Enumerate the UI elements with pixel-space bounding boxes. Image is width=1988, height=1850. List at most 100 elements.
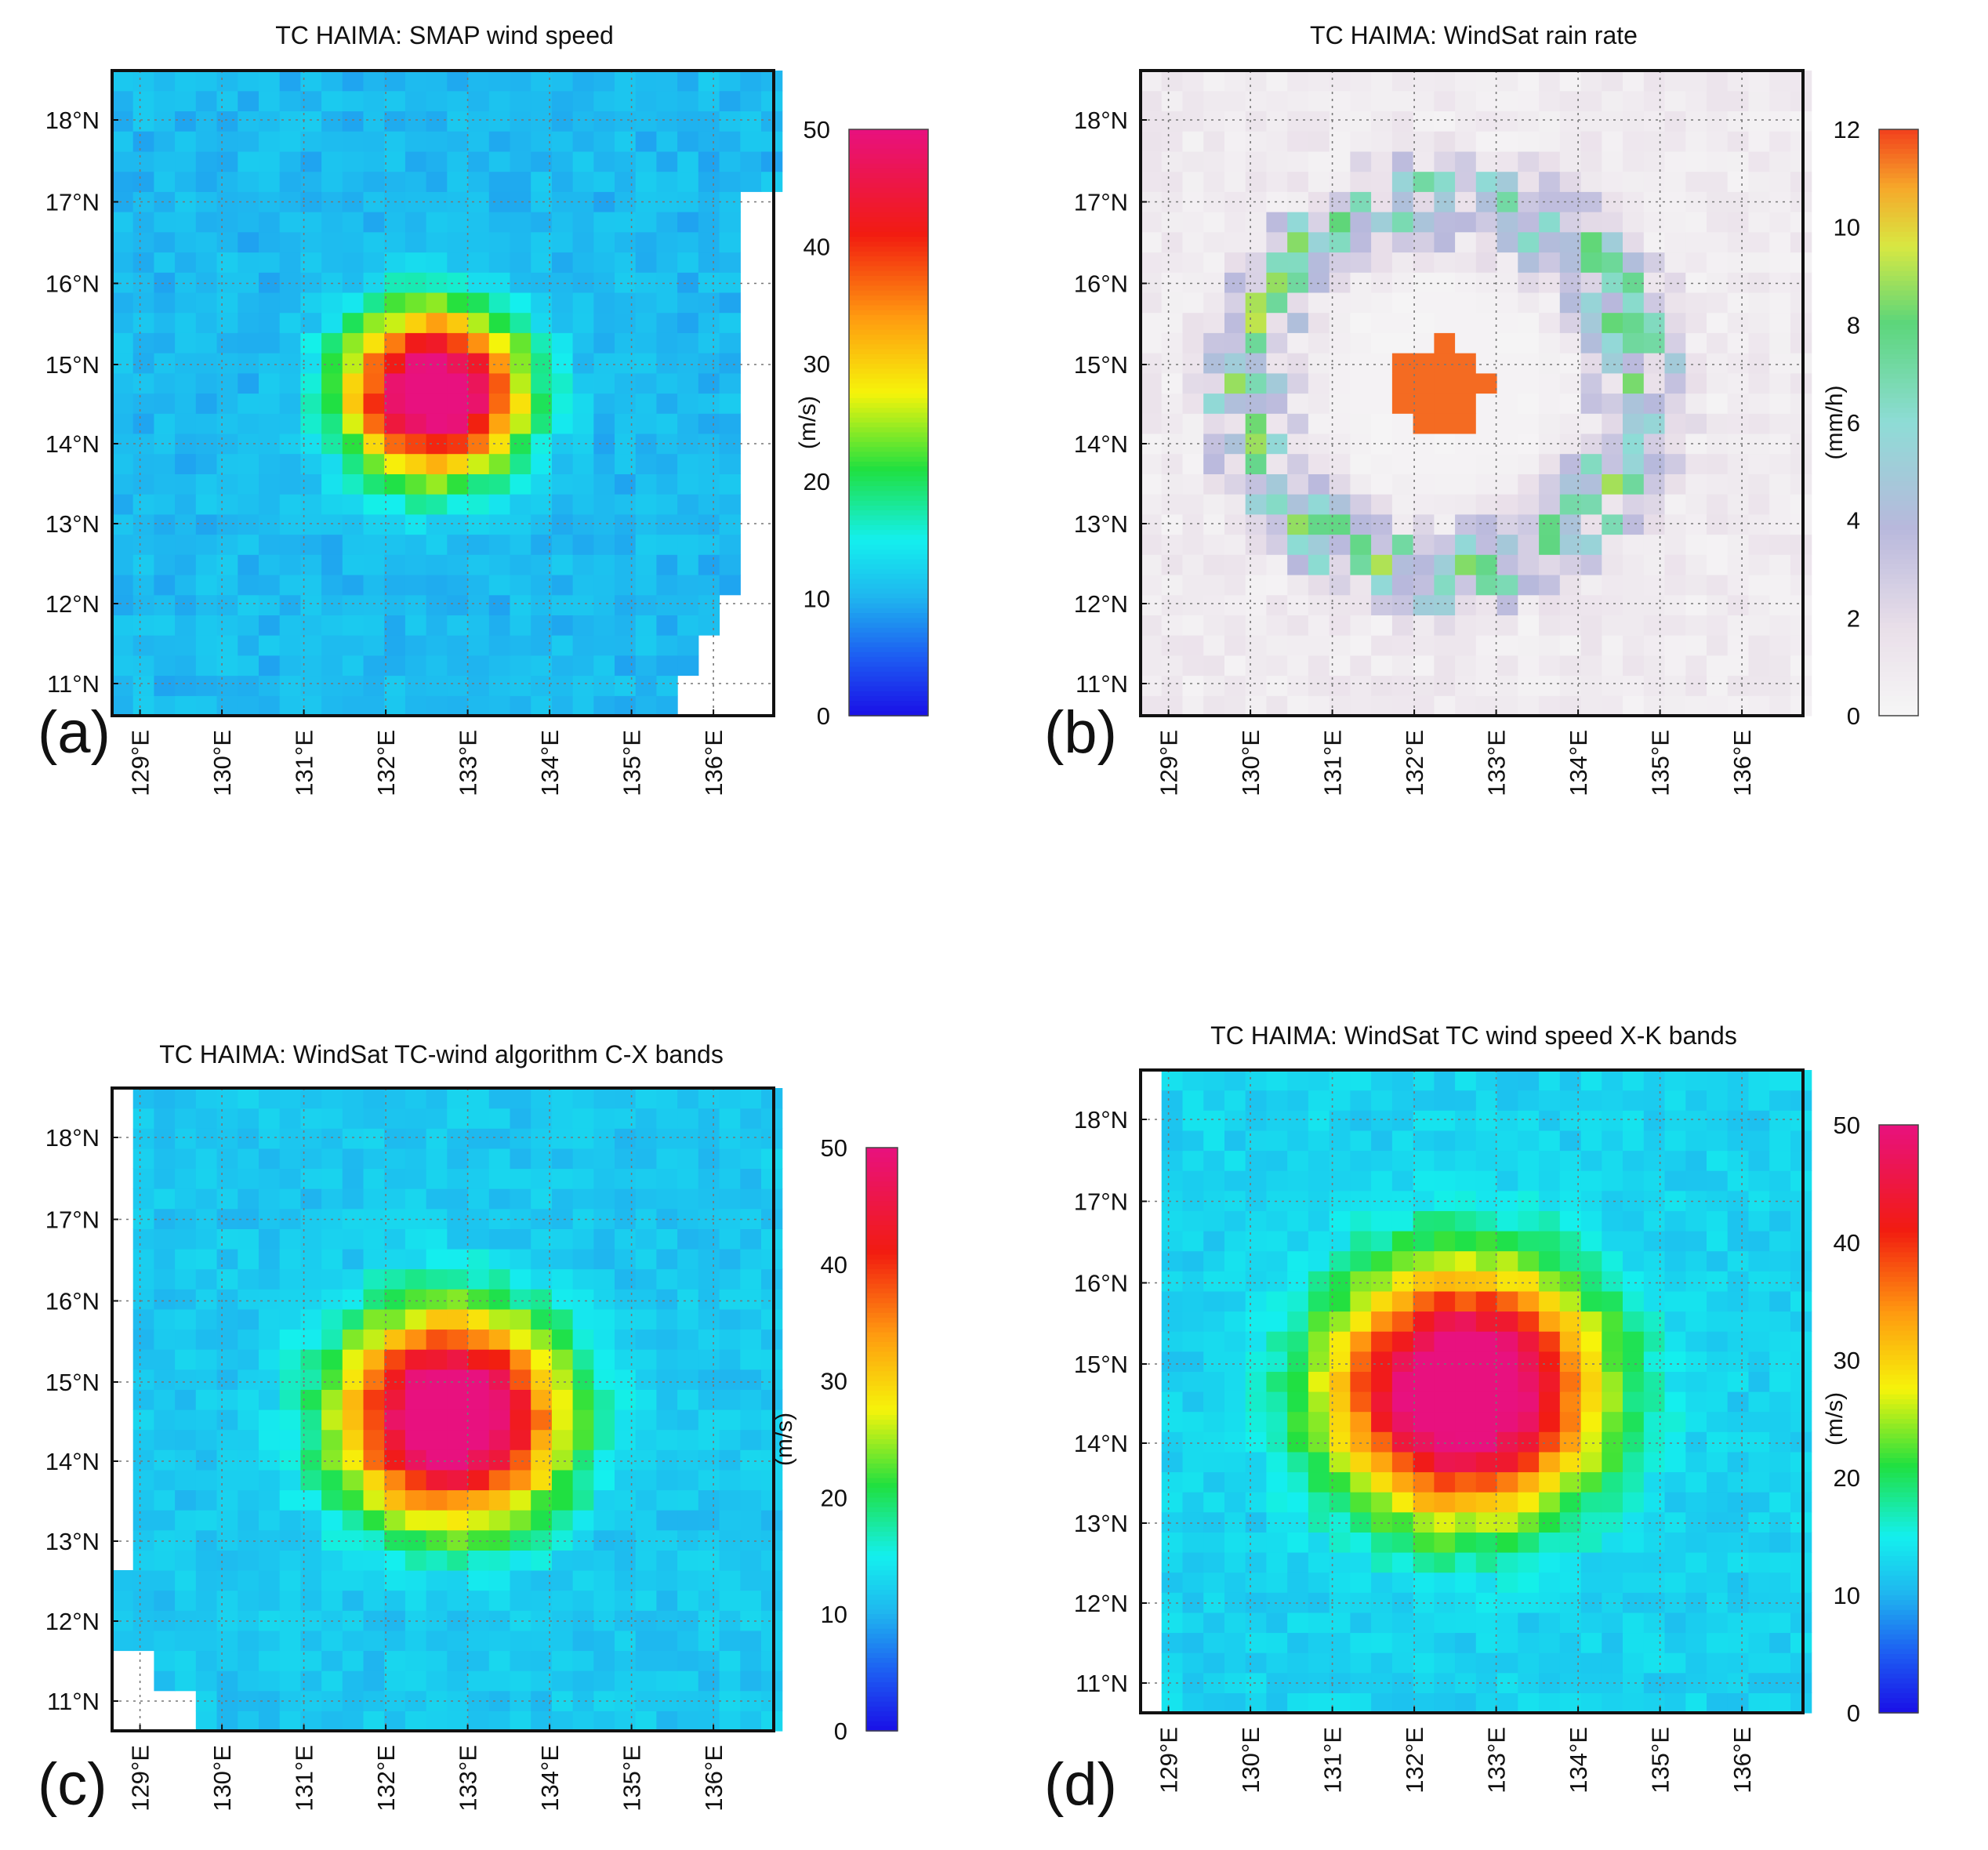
heatmap-cell xyxy=(698,594,720,615)
heatmap-cell xyxy=(1602,1431,1623,1453)
heatmap-cell xyxy=(1287,1692,1309,1714)
heatmap-cell xyxy=(510,1429,531,1450)
heatmap-cell xyxy=(1434,372,1456,394)
heatmap-cell xyxy=(740,1570,762,1591)
heatmap-cell xyxy=(1308,473,1330,495)
x-tick-label: 131°E xyxy=(1319,1727,1347,1794)
colorbar-segment xyxy=(1879,1634,1918,1641)
heatmap-cell xyxy=(1496,675,1518,696)
colorbar-segment xyxy=(1879,1193,1918,1199)
heatmap-cell xyxy=(1623,90,1645,111)
heatmap-cell xyxy=(1518,675,1540,696)
heatmap-cell xyxy=(1518,1532,1540,1553)
heatmap-cell xyxy=(1161,1371,1183,1392)
colorbar-segment xyxy=(1879,1492,1918,1498)
heatmap-cell xyxy=(1350,534,1372,555)
colorbar-segment xyxy=(866,1696,898,1703)
heatmap-cell xyxy=(1203,71,1225,92)
heatmap-cell xyxy=(635,494,657,515)
heatmap-cell xyxy=(1707,1592,1729,1613)
heatmap-cell xyxy=(132,1268,154,1290)
heatmap-cell xyxy=(1559,1150,1582,1171)
colorbar-segment xyxy=(1879,339,1918,346)
colorbar-segment xyxy=(866,1565,898,1572)
heatmap-cell xyxy=(551,534,574,555)
heatmap-cell xyxy=(1769,292,1791,314)
heatmap-cell xyxy=(656,413,678,434)
heatmap-cell xyxy=(1623,453,1645,474)
heatmap-cell xyxy=(195,332,218,354)
heatmap-cell xyxy=(1413,393,1435,414)
heatmap-cell xyxy=(1727,1391,1749,1413)
heatmap-cell xyxy=(761,1510,783,1531)
colorbar-segment xyxy=(1879,510,1918,517)
heatmap-cell xyxy=(1391,292,1414,314)
heatmap-cell xyxy=(1539,695,1561,716)
heatmap-cell xyxy=(1182,1471,1204,1493)
y-tick-label: 15°N xyxy=(1074,1351,1128,1378)
colorbar-segment xyxy=(849,300,928,307)
heatmap-cell xyxy=(154,1610,176,1631)
heatmap-cell xyxy=(1182,1672,1204,1693)
heatmap-cell xyxy=(531,1168,553,1189)
heatmap-cell xyxy=(238,131,259,152)
heatmap-cell xyxy=(154,90,176,111)
heatmap-cell xyxy=(719,1249,741,1270)
heatmap-cell xyxy=(656,1610,678,1631)
y-axis-ticks: 18°N17°N16°N15°N14°N13°N12°N11°N xyxy=(45,1124,118,1715)
heatmap-cell xyxy=(1371,1110,1393,1131)
heatmap-cell xyxy=(1308,1130,1330,1152)
heatmap-cell xyxy=(1434,575,1456,596)
colorbar-segment xyxy=(866,1594,898,1601)
heatmap-cell xyxy=(1182,1431,1204,1453)
heatmap-cell xyxy=(1623,1331,1645,1352)
colorbar-segment xyxy=(849,403,928,409)
heatmap-cell xyxy=(656,1208,678,1229)
heatmap-cell xyxy=(404,231,427,253)
heatmap-cell xyxy=(216,191,238,212)
heatmap-cell xyxy=(656,534,678,555)
heatmap-cell xyxy=(1580,413,1602,434)
heatmap-cell xyxy=(1413,372,1435,394)
heatmap-cell xyxy=(468,1610,490,1631)
heatmap-cell xyxy=(1580,1552,1602,1573)
heatmap-cell xyxy=(1643,1110,1666,1131)
colorbar-segment xyxy=(1879,1125,1918,1131)
heatmap-cell xyxy=(635,1409,657,1431)
heatmap-cell xyxy=(593,615,615,636)
heatmap-cell xyxy=(342,131,365,152)
heatmap-cell xyxy=(510,212,531,233)
heatmap-cell xyxy=(1685,1451,1707,1473)
heatmap-cell xyxy=(1518,1652,1540,1674)
heatmap-cell xyxy=(132,1208,154,1229)
colorbar-segment xyxy=(849,158,928,165)
heatmap-cell xyxy=(510,111,531,132)
heatmap-cell xyxy=(384,494,406,515)
heatmap-cell xyxy=(342,554,365,575)
heatmap-cell xyxy=(1266,655,1288,677)
heatmap-cell xyxy=(1350,453,1372,474)
heatmap-cell xyxy=(1203,332,1225,354)
heatmap-cell xyxy=(1161,292,1183,314)
heatmap-cell xyxy=(1685,212,1707,233)
heatmap-cell xyxy=(615,655,637,677)
heatmap-cell xyxy=(488,1469,511,1491)
heatmap-cell xyxy=(195,1469,218,1491)
heatmap-cell xyxy=(1580,312,1602,333)
heatmap-cell xyxy=(551,353,574,374)
heatmap-cell xyxy=(1455,453,1477,474)
heatmap-cell xyxy=(1391,1231,1414,1252)
heatmap-cell xyxy=(1245,111,1267,132)
heatmap-cell xyxy=(384,615,406,636)
heatmap-cell xyxy=(1748,635,1770,656)
heatmap-cell xyxy=(1434,655,1456,677)
heatmap-cell xyxy=(740,1329,762,1350)
heatmap-cell xyxy=(468,1469,490,1491)
colorbar-segment xyxy=(1879,281,1918,287)
heatmap-cell xyxy=(1391,1471,1414,1493)
heatmap-cell xyxy=(572,312,594,333)
heatmap-cell xyxy=(132,1389,154,1410)
heatmap-cell xyxy=(1496,1331,1518,1352)
heatmap-cell xyxy=(132,1289,154,1310)
colorbar-segment xyxy=(1879,325,1918,331)
